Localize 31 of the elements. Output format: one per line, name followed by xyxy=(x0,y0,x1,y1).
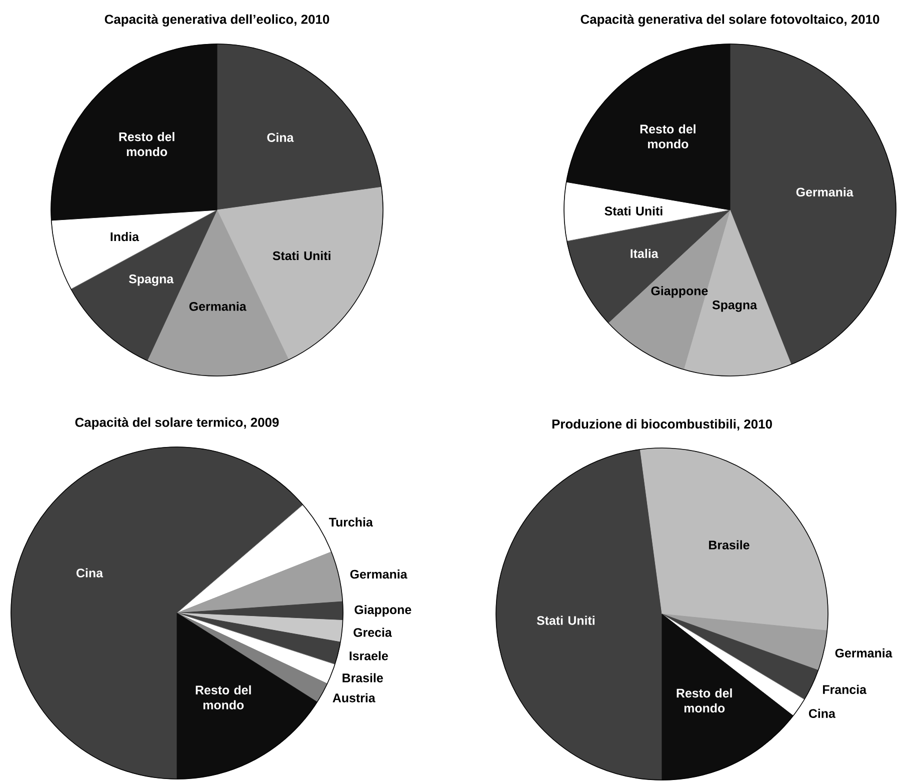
slice-label: Germania xyxy=(189,302,246,311)
slice-label: Israele xyxy=(350,651,388,660)
slice-label: Cina xyxy=(808,708,836,718)
slice-label: Francia xyxy=(823,684,867,694)
slice-label: Brasile xyxy=(342,673,383,682)
chart-title: Capacità del solare termico, 2009 xyxy=(75,417,279,430)
slice-label: Stati Uniti xyxy=(536,616,594,625)
slice-label: Turchia xyxy=(328,517,373,527)
chart-title: Produzione di biocombustibili, 2010 xyxy=(552,419,772,430)
slice-label: Resto del mondo xyxy=(196,685,251,710)
slice-label: Giappone xyxy=(651,286,708,298)
slice-label: Resto del mondo xyxy=(640,124,696,148)
slice-label: India xyxy=(110,232,140,242)
slice-label: Germania xyxy=(350,569,408,579)
slice-label: Cina xyxy=(76,568,104,578)
slice-label: Resto del mondo xyxy=(119,132,174,156)
slice-label: Stati Uniti xyxy=(272,250,330,260)
slice-label: Giappone xyxy=(354,604,412,617)
slice-label: Spagna xyxy=(128,274,174,286)
chart-title: Capacità generativa dell’eolico, 2010 xyxy=(104,14,330,26)
slice-label: Italia xyxy=(630,248,658,258)
slice-label: Grecia xyxy=(354,628,392,637)
slice-label: Brasile xyxy=(709,540,750,550)
slice-label: Germania xyxy=(835,648,892,658)
slice-label: Spagna xyxy=(712,300,758,312)
chart-title: Capacità generativa del solare fotovoltaico, 2010 xyxy=(580,14,880,26)
slice-label: Germania xyxy=(796,187,854,197)
slice-label: Austria xyxy=(332,693,376,702)
slice-label: Cina xyxy=(267,132,294,142)
slice-label: Resto del mondo xyxy=(676,688,732,713)
slice-label: Stati Uniti xyxy=(604,206,662,216)
